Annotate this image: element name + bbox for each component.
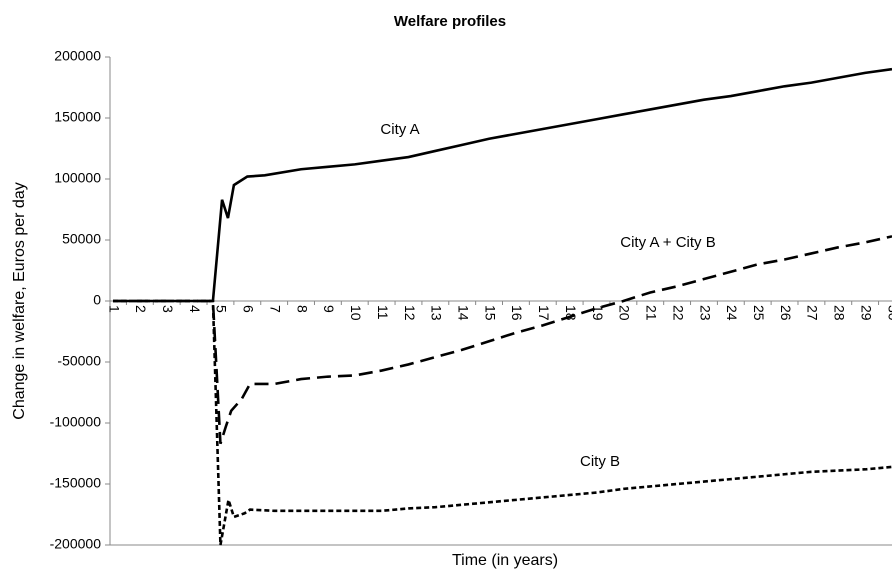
x-tick-label: 8 bbox=[294, 305, 310, 313]
x-tick-label: 22 bbox=[670, 305, 686, 321]
y-tick-label: -200000 bbox=[50, 536, 102, 552]
y-tick-label: 200000 bbox=[54, 48, 101, 64]
x-tick-label: 30 bbox=[885, 305, 892, 321]
x-tick-label: 1 bbox=[106, 305, 122, 313]
x-tick-label: 4 bbox=[187, 305, 203, 313]
series-line bbox=[113, 67, 892, 303]
series-line bbox=[113, 299, 892, 546]
x-tick-label: 23 bbox=[697, 305, 713, 321]
x-tick-label: 12 bbox=[402, 305, 418, 321]
x-tick-label: 16 bbox=[509, 305, 525, 321]
x-tick-label: 25 bbox=[751, 305, 767, 321]
x-tick-label: 9 bbox=[321, 305, 337, 313]
y-axis-label: Change in welfare, Euros per day bbox=[11, 182, 28, 419]
x-tick-label: 14 bbox=[456, 305, 472, 321]
x-tick-label: 6 bbox=[241, 305, 257, 313]
y-tick-label: 100000 bbox=[54, 170, 101, 186]
x-tick-label: 7 bbox=[267, 305, 283, 313]
x-tick-label: 17 bbox=[536, 305, 552, 321]
x-tick-label: 11 bbox=[375, 305, 391, 320]
y-tick-label: 0 bbox=[93, 292, 101, 308]
x-tick-label: 27 bbox=[805, 305, 821, 321]
x-tick-label: 10 bbox=[348, 305, 364, 321]
y-tick-label: 50000 bbox=[62, 231, 101, 247]
x-axis-label: Time (in years) bbox=[452, 552, 558, 569]
series-line bbox=[113, 235, 892, 445]
x-tick-label: 28 bbox=[832, 305, 848, 321]
x-tick-label: 13 bbox=[429, 305, 445, 321]
series-label: City B bbox=[580, 453, 620, 470]
chart-title: Welfare profiles bbox=[394, 13, 506, 30]
x-tick-label: 24 bbox=[724, 305, 740, 321]
x-tick-label: 2 bbox=[133, 305, 149, 313]
y-tick-label: -100000 bbox=[50, 414, 102, 430]
x-tick-label: 3 bbox=[160, 305, 176, 313]
x-tick-label: 21 bbox=[644, 305, 660, 321]
series-label: City A bbox=[380, 121, 419, 138]
y-tick-label: -50000 bbox=[57, 353, 101, 369]
x-tick-label: 26 bbox=[778, 305, 794, 321]
x-tick-label: 20 bbox=[617, 305, 633, 321]
x-tick-label: 29 bbox=[858, 305, 874, 321]
y-tick-label: -150000 bbox=[50, 475, 102, 491]
y-tick-label: 150000 bbox=[54, 109, 101, 125]
x-tick-label: 15 bbox=[482, 305, 498, 321]
x-tick-label: 5 bbox=[214, 305, 230, 313]
series-label: City A + City B bbox=[620, 234, 715, 251]
